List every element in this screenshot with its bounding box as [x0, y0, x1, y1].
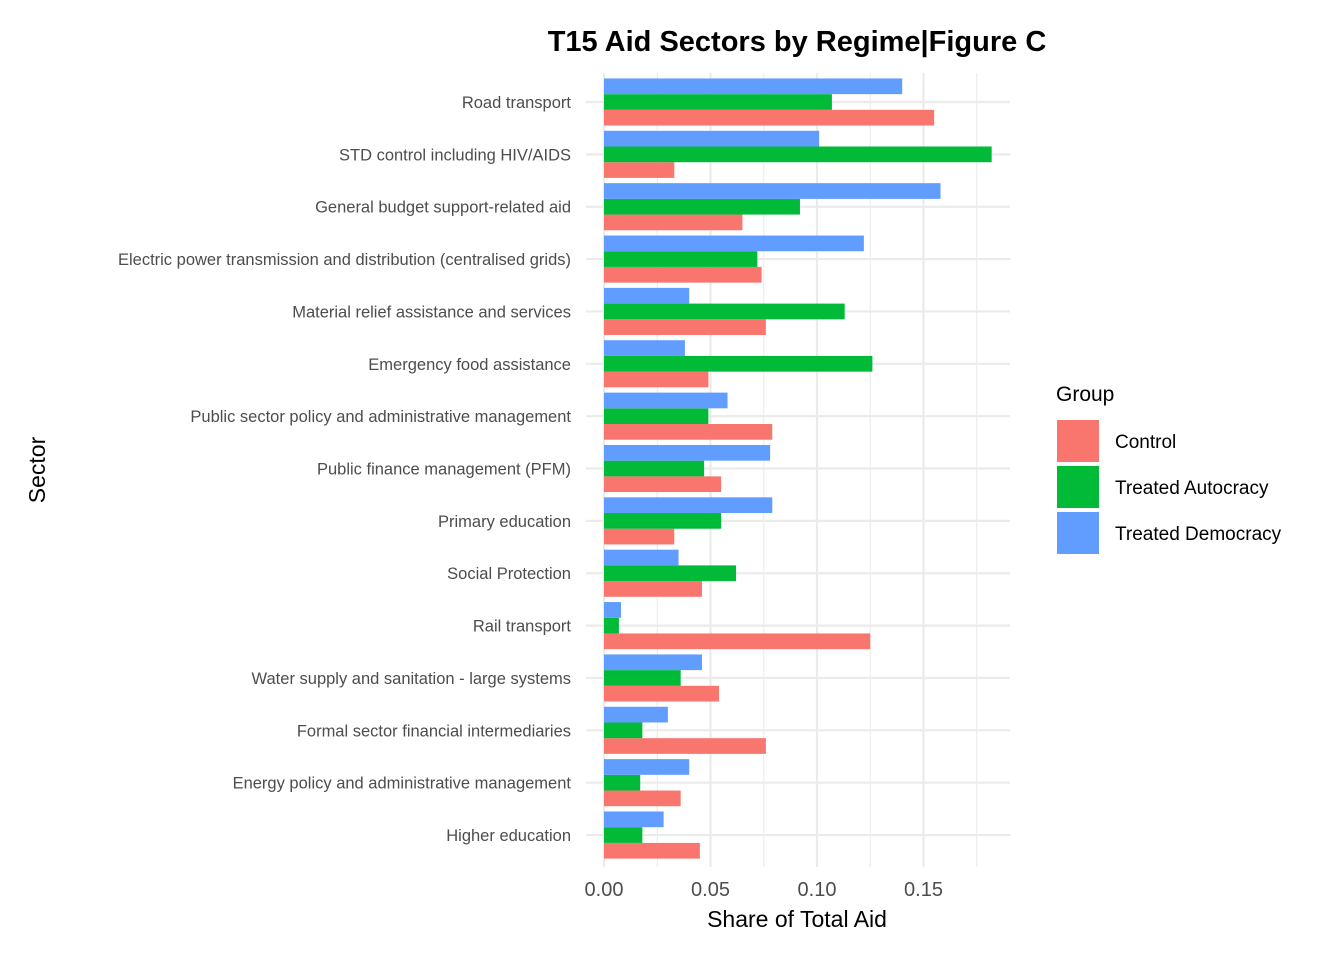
bar-treated-democracy	[604, 706, 668, 723]
bar-control	[604, 476, 722, 493]
bar-treated-democracy	[604, 392, 728, 409]
x-tick-label: 0.05	[691, 879, 730, 901]
category-label: Rail transport	[473, 618, 572, 636]
bar-treated-democracy	[604, 183, 941, 199]
bar-treated-autocracy	[604, 460, 705, 477]
bar-treated-democracy	[604, 444, 771, 461]
x-tick-label: 0.10	[798, 879, 837, 901]
chart-title: T15 Aid Sectors by Regime|Figure C	[548, 26, 1047, 58]
bar-treated-autocracy	[604, 303, 845, 320]
bar-treated-democracy	[604, 340, 685, 356]
bar-treated-autocracy	[604, 198, 800, 215]
bar-treated-autocracy	[604, 774, 641, 791]
category-label: Primary education	[438, 513, 571, 531]
legend-label: Control	[1115, 432, 1176, 453]
category-label: Public finance management (PFM)	[317, 461, 571, 479]
y-axis-title: Sector	[24, 436, 50, 503]
bar-control	[604, 528, 675, 545]
category-label: General budget support-related aid	[315, 199, 571, 217]
x-tick-label: 0.15	[904, 879, 943, 901]
bar-control	[604, 790, 681, 807]
bar-treated-autocracy	[604, 565, 737, 582]
category-label: Social Protection	[447, 565, 571, 583]
bar-treated-democracy	[604, 497, 773, 514]
bar-treated-democracy	[604, 549, 679, 566]
x-tick-label: 0.00	[585, 879, 624, 901]
bar-treated-autocracy	[604, 827, 643, 843]
category-label: Electric power transmission and distribu…	[118, 251, 571, 269]
bar-treated-democracy	[604, 78, 903, 95]
bar-treated-autocracy	[604, 513, 722, 529]
bar-control	[604, 581, 702, 597]
bar-treated-democracy	[604, 130, 820, 147]
legend-label: Treated Autocracy	[1115, 478, 1269, 499]
legend-label: Treated Democracy	[1115, 524, 1282, 545]
category-label: Emergency food assistance	[368, 356, 571, 374]
bar-treated-autocracy	[604, 670, 681, 686]
legend-swatch	[1057, 512, 1099, 554]
category-label: Public sector policy and administrative …	[190, 408, 571, 426]
legend: Group Control Treated Autocracy Treated De…	[1056, 383, 1282, 554]
bar-treated-democracy	[604, 602, 622, 618]
bar-control	[604, 371, 709, 388]
bar-treated-autocracy	[604, 355, 873, 372]
category-label: Material relief assistance and services	[292, 303, 571, 321]
bar-treated-democracy	[604, 235, 864, 252]
x-axis-title: Share of Total Aid	[707, 906, 887, 932]
category-label: Road transport	[462, 94, 572, 112]
bar-treated-autocracy	[604, 251, 758, 267]
category-label: STD control including HIV/AIDS	[339, 146, 571, 164]
bar-control	[604, 842, 700, 859]
bar-control	[604, 424, 773, 440]
bar-control	[604, 214, 743, 231]
category-labels: Road transport STD control including HIV/…	[118, 94, 571, 845]
bar-control	[604, 109, 935, 126]
category-label: Formal sector financial intermediaries	[297, 722, 571, 740]
bar-treated-autocracy	[604, 94, 832, 110]
legend-swatch	[1057, 466, 1099, 508]
category-label: Energy policy and administrative managem…	[233, 775, 572, 793]
x-tick-labels: 0.00 0.05 0.10 0.15	[585, 879, 943, 901]
bar-treated-autocracy	[604, 146, 992, 163]
bar-control	[604, 685, 720, 702]
legend-title: Group	[1056, 383, 1114, 406]
bar-treated-democracy	[604, 654, 702, 671]
bar-treated-democracy	[604, 759, 690, 775]
bars	[604, 78, 992, 859]
bar-treated-autocracy	[604, 617, 619, 634]
bar-control	[604, 633, 871, 650]
bar-treated-democracy	[604, 811, 664, 828]
bar-treated-autocracy	[604, 408, 709, 425]
bar-control	[604, 162, 675, 178]
bar-control	[604, 319, 766, 335]
bar-treated-democracy	[604, 287, 690, 304]
bar-control	[604, 738, 766, 754]
category-label: Higher education	[446, 827, 571, 845]
legend-items: Control Treated Autocracy Treated Democrac…	[1057, 420, 1282, 554]
bar-treated-autocracy	[604, 722, 643, 739]
bar-control	[604, 266, 762, 283]
legend-swatch	[1057, 420, 1099, 462]
category-label: Water supply and sanitation - large syst…	[252, 670, 571, 688]
